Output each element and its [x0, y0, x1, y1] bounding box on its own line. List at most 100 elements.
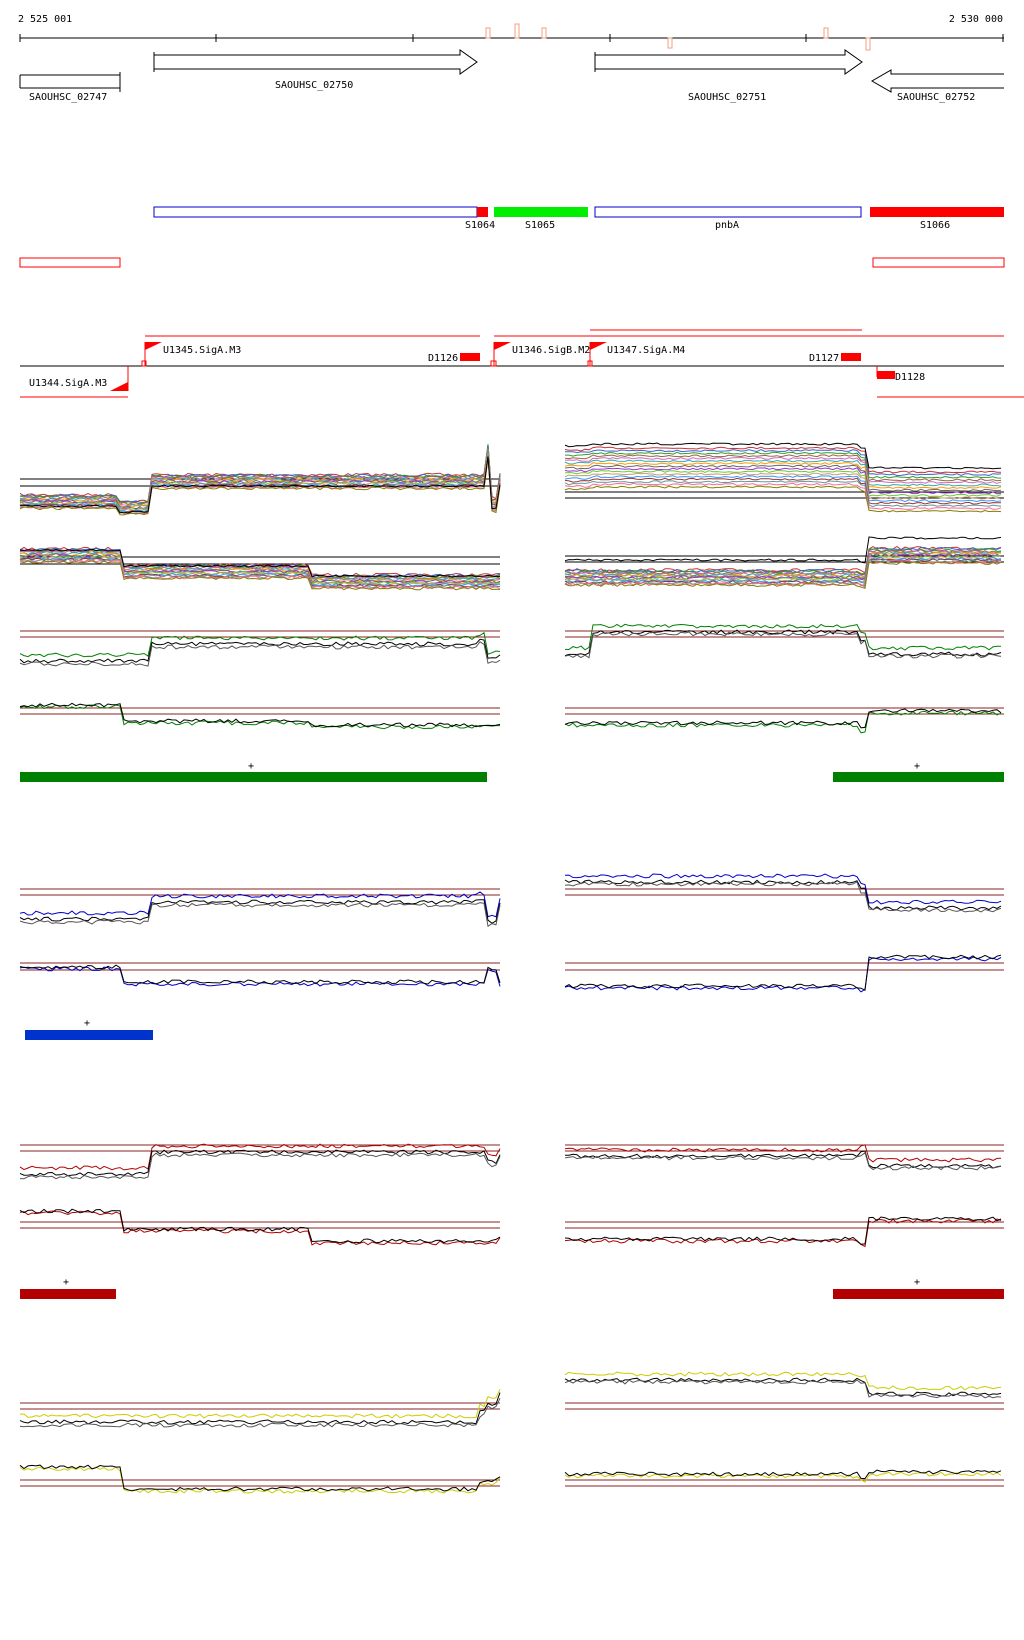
- segment-s1064[interactable]: S1064: [153, 206, 495, 231]
- expression-trace: [19, 964, 501, 985]
- expressed-region-bar[interactable]: [25, 1030, 153, 1040]
- promoter-u1346[interactable]: U1346.SigB.M2: [490, 342, 590, 367]
- expression-trace: [19, 1143, 501, 1171]
- ruler-end-label: 2 530 000: [949, 14, 1003, 25]
- expression-trace: [564, 881, 1002, 913]
- expressed-region-bar[interactable]: [833, 772, 1004, 782]
- promoter-u1345[interactable]: U1345.SigA.M3: [141, 342, 241, 367]
- terminator-d1128[interactable]: D1128: [876, 366, 925, 383]
- expression-trace: [20, 1388, 501, 1419]
- gene-saouhsc-02747[interactable]: SAOUHSC_02747: [19, 72, 121, 103]
- expression-trace: [565, 1150, 1002, 1169]
- expression-trace: [564, 472, 1002, 500]
- promoter-u1347[interactable]: U1347.SigA.M4: [587, 342, 685, 367]
- expression-trace: [564, 469, 1002, 497]
- expression-trace: [564, 464, 1002, 492]
- condition-panel-green: + +: [19, 623, 1004, 782]
- segment-label: S1066: [920, 220, 950, 231]
- expression-trace: [19, 899, 501, 924]
- expressed-region-bar[interactable]: [20, 1289, 116, 1299]
- expression-trace: [19, 891, 501, 918]
- expressed-region-bar[interactable]: [833, 1289, 1004, 1299]
- gene-label: SAOUHSC_02747: [29, 92, 107, 103]
- expression-trace: [19, 559, 501, 590]
- reference-trace: [19, 456, 501, 514]
- promoter-label: U1346.SigB.M2: [512, 345, 590, 356]
- expression-trace: [564, 555, 1002, 583]
- expression-trace: [564, 459, 1002, 487]
- segment-pnba[interactable]: pnbA: [594, 206, 862, 231]
- terminator-d1127[interactable]: D1127: [809, 353, 861, 364]
- expression-trace: [19, 1464, 501, 1492]
- expression-trace: [19, 454, 501, 513]
- condition-panels: + + + +: [19, 623, 1004, 1494]
- terminator-d1126[interactable]: D1126: [428, 353, 480, 364]
- strand-marker: +: [914, 761, 920, 772]
- expression-trace: [564, 454, 1002, 482]
- condition-panel-yellow: [19, 1371, 1004, 1494]
- expression-trace: [19, 444, 501, 503]
- expression-trace: [564, 560, 1002, 589]
- expression-trace: [564, 560, 1002, 589]
- promoter-label: U1344.SigA.M3: [29, 378, 107, 389]
- expression-trace: [564, 1371, 1002, 1391]
- segment-s1066[interactable]: S1066: [870, 207, 1004, 231]
- promoter-u1344[interactable]: U1344.SigA.M3: [29, 366, 129, 391]
- segment-label: S1064: [465, 220, 495, 231]
- strand-marker: +: [914, 1277, 920, 1288]
- expression-trace: [564, 553, 1002, 581]
- expression-trace: [564, 1144, 1002, 1163]
- expression-trace: [19, 641, 501, 667]
- expression-trace: [564, 873, 1002, 905]
- expression-trace: [564, 467, 1002, 495]
- reference-trace: [19, 548, 500, 578]
- strand-marker: +: [63, 1277, 69, 1288]
- expression-all-conditions: [19, 442, 1004, 591]
- segment-s1065[interactable]: S1065: [494, 207, 588, 231]
- expression-trace: [19, 704, 500, 730]
- segment-outline-left[interactable]: [19, 257, 121, 268]
- expression-trace: [19, 560, 501, 591]
- condition-panel-blue: +: [19, 873, 1004, 1040]
- expression-trace: [564, 482, 1002, 510]
- expression-trace: [564, 456, 1002, 484]
- expression-trace: [19, 449, 501, 509]
- expression-trace: [19, 702, 501, 728]
- expression-trace: [19, 547, 501, 578]
- terminator-label: D1126: [428, 353, 458, 364]
- terminator-label: D1128: [895, 372, 925, 383]
- expression-trace: [19, 1398, 501, 1428]
- expression-trace: [564, 954, 1002, 991]
- terminator-label: D1127: [809, 353, 839, 364]
- expression-trace: [19, 1392, 501, 1425]
- expression-trace: [19, 631, 501, 658]
- expressed-region-bar[interactable]: [20, 772, 487, 782]
- reference-trace: [564, 442, 1002, 470]
- expression-trace: [565, 449, 1002, 477]
- expression-trace: [564, 475, 1002, 503]
- segment-outline-right[interactable]: [872, 257, 1005, 268]
- expression-trace: [564, 710, 1002, 734]
- expression-trace: [19, 1208, 501, 1244]
- expression-trace: [565, 451, 1002, 479]
- expression-panel-right: [564, 442, 1004, 589]
- gene-saouhsc-02751[interactable]: SAOUHSC_02751: [594, 49, 863, 103]
- expression-trace: [564, 462, 1002, 490]
- expression-trace: [564, 623, 1002, 651]
- expression-trace: [564, 1218, 1002, 1248]
- expression-trace: [564, 708, 1002, 729]
- gene-label: SAOUHSC_02752: [897, 92, 975, 103]
- gene-saouhsc-02752[interactable]: SAOUHSC_02752: [871, 69, 1004, 103]
- expression-trace: [19, 638, 501, 664]
- expression-panel-left: [19, 444, 501, 591]
- expression-trace: [19, 548, 501, 579]
- expression-trace: [564, 631, 1002, 659]
- coordinate-ruler: 2 525 001 2 530 000: [18, 14, 1004, 51]
- expression-trace: [564, 446, 1002, 474]
- segment-label: S1065: [525, 220, 555, 231]
- expression-trace: [19, 1210, 501, 1246]
- expression-trace: [19, 1149, 501, 1177]
- gene-saouhsc-02750[interactable]: SAOUHSC_02750: [153, 49, 478, 91]
- expression-trace: [564, 1379, 1002, 1399]
